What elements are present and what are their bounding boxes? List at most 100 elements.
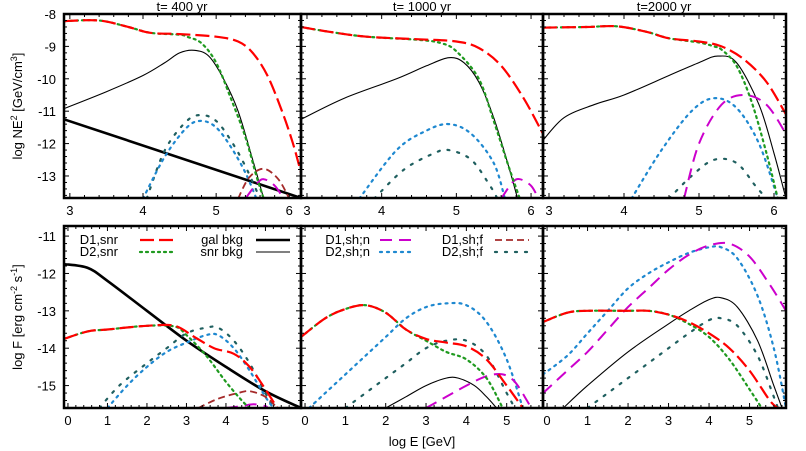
x-tick-label: 3: [303, 203, 310, 218]
panel-series: [301, 25, 543, 198]
series-D1shn: [425, 373, 532, 408]
y-tick-label: -13: [37, 169, 56, 184]
y-tick-label: -15: [37, 379, 56, 394]
panel-series: [543, 241, 786, 408]
x-tick-label: 5: [262, 413, 269, 428]
y-axis-label-bottom: log F [erg cm-2 s-1]: [9, 264, 25, 370]
series-D1snr: [64, 19, 301, 173]
series-D1snr: [543, 24, 786, 115]
x-tick-label: 1: [584, 413, 591, 428]
series-D1shn: [683, 93, 786, 198]
legend-label: snr bkg: [200, 244, 243, 259]
x-tick-label: 3: [545, 203, 552, 218]
y-tick-label: -11: [38, 104, 56, 119]
y-axis-label-top: log NE2 [GeV/cm3]: [9, 53, 25, 160]
panel-frame: [62, 12, 303, 200]
x-tick-label: 3: [665, 413, 672, 428]
panel-title-2000yr: t=2000 yr: [637, 0, 692, 14]
x-tick-label: 2: [382, 413, 389, 428]
x-tick-label: 3: [422, 413, 429, 428]
x-tick-label: 1: [104, 413, 111, 428]
y-tick-label: -14: [37, 341, 56, 356]
series-D1shn: [543, 241, 786, 394]
panel-series: [64, 262, 301, 408]
legend-item-D2shf: D2,sh;f: [442, 244, 531, 259]
series-D2shn: [308, 301, 524, 408]
legend-label: D2,sh;n: [325, 244, 370, 259]
series-snrbkg: [562, 296, 783, 408]
series-D1snr: [301, 25, 543, 135]
x-tick-label: 4: [222, 413, 229, 428]
panel-title-1000yr: t= 1000 yr: [393, 0, 452, 14]
series-D2shf: [668, 157, 768, 198]
panel-series: [64, 19, 301, 198]
legend-label: D1,sh;f: [442, 232, 484, 247]
x-tick-label: 4: [378, 203, 385, 218]
series-D1shn: [500, 178, 540, 198]
x-axis-label: log E [GeV]: [389, 434, 455, 449]
x-tick-label: 6: [770, 203, 777, 218]
x-tick-label: 0: [64, 413, 71, 428]
legend-label: D1,snr: [80, 232, 119, 247]
panel-title-400yr: t= 400 yr: [157, 0, 209, 14]
series-D1snr: [64, 323, 279, 408]
legend-label: gal bkg: [201, 232, 243, 247]
x-tick-label: 2: [624, 413, 631, 428]
series-D1snr: [301, 303, 524, 408]
panel-3: 3 4 5 6: [541, 12, 788, 218]
series-D2shn: [106, 332, 275, 408]
series-D2shf: [145, 113, 261, 198]
panel-4: 0 1 2 3 4 5 -11 -12 -13 -14 -15: [37, 224, 303, 428]
y-tick-label: -12: [37, 137, 56, 152]
panel-1: 3 4 5 6 -8 -9 -10 -11 -12 -13: [37, 7, 303, 218]
legend-label: D1,sh;n: [325, 232, 370, 247]
panel-frame: [299, 12, 545, 200]
x-tick-label: 4: [705, 413, 712, 428]
series-gal: [64, 118, 301, 198]
x-tick-label: 5: [213, 203, 220, 218]
x-tick-label: 6: [286, 203, 293, 218]
x-tick-label: 3: [183, 413, 190, 428]
panel-series: [543, 24, 786, 198]
y-tick-label: -10: [37, 72, 56, 87]
x-tick-label: 3: [66, 203, 73, 218]
x-tick-label: 0: [301, 413, 308, 428]
series-D1shn: [225, 403, 269, 408]
panel-frame: [541, 12, 788, 200]
panel-frame: [541, 224, 788, 410]
series-D2shf: [373, 148, 499, 198]
x-tick-label: 5: [503, 413, 510, 428]
series-D1shn: [244, 178, 285, 198]
series-D2shn: [543, 245, 786, 408]
y-tick-label: -8: [44, 7, 56, 22]
legend-label: D2,sh;f: [442, 244, 484, 259]
x-tick-label: 0: [543, 413, 550, 428]
legend-item-D1snr: D1,snr: [80, 232, 174, 247]
series-D1snr: [543, 309, 779, 408]
series-snrbkg: [543, 55, 786, 198]
legend-item-gal: gal bkg: [201, 232, 290, 247]
series-snrbkg: [385, 376, 498, 408]
x-tick-label: 6: [527, 203, 534, 218]
x-tick-label: 5: [746, 413, 753, 428]
panel-5: 0 1 2 3 4 5: [299, 224, 545, 428]
legend-item-snrbkg: snr bkg: [200, 244, 290, 259]
series-snrbkg: [64, 49, 265, 198]
panel-2: 3 4 5 6: [299, 12, 545, 218]
series-D1shf: [197, 390, 278, 408]
x-tick-label: 2: [143, 413, 150, 428]
series-D2shf: [586, 316, 779, 408]
y-tick-label: -11: [38, 229, 56, 244]
legend-item-D1shn: D1,sh;n: [325, 232, 414, 247]
x-tick-label: 1: [342, 413, 349, 428]
panel-series: [301, 301, 532, 408]
series-D1shf: [237, 167, 291, 198]
panel-6: 0 1 2 3 4 5: [541, 224, 788, 428]
series-D2shn: [630, 97, 779, 198]
legend-item-D2shn: D2,sh;n: [325, 244, 416, 259]
y-tick-label: -9: [44, 39, 56, 54]
series-D2snr: [301, 25, 521, 198]
series-D2snr: [543, 24, 779, 198]
x-tick-label: 4: [139, 203, 146, 218]
